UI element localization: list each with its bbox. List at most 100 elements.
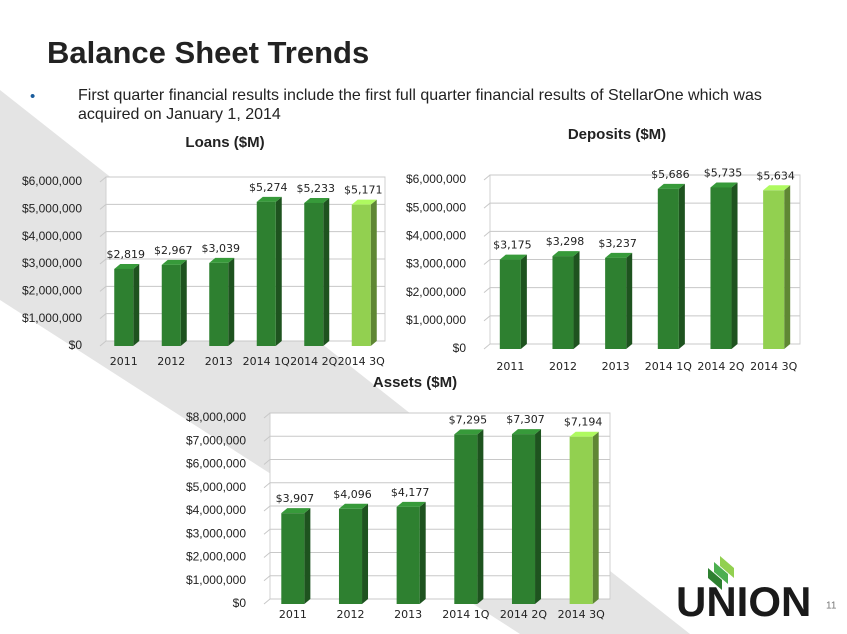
y-tick-label: $4,000,000 bbox=[186, 503, 246, 517]
x-tick-label: 2014 3Q bbox=[558, 608, 605, 621]
bar-top bbox=[161, 259, 187, 265]
y-tick-label: $0 bbox=[69, 338, 83, 352]
grid-line bbox=[263, 459, 610, 465]
y-tick-label: $1,000,000 bbox=[186, 573, 246, 587]
y-tick-label: $5,000,000 bbox=[406, 200, 466, 214]
bar-side bbox=[626, 252, 633, 349]
bar bbox=[351, 204, 371, 346]
bar-top bbox=[657, 183, 685, 189]
bar bbox=[338, 508, 363, 604]
logo-stripe bbox=[708, 568, 722, 590]
bar-top bbox=[511, 429, 542, 435]
bar-side bbox=[592, 431, 599, 604]
y-tick-label: $1,000,000 bbox=[22, 311, 82, 325]
bullet-box: First quarter financial results include … bbox=[78, 87, 762, 123]
grid-line bbox=[483, 230, 800, 237]
bar bbox=[396, 506, 420, 604]
bar-side bbox=[573, 251, 580, 349]
bar bbox=[511, 434, 536, 604]
bar-side bbox=[323, 197, 330, 346]
chart-title: Deposits ($M) bbox=[568, 126, 666, 143]
grid-line bbox=[263, 435, 610, 442]
value-label: $3,237 bbox=[598, 237, 637, 250]
x-tick-label: 2011 bbox=[279, 608, 307, 621]
bar-side bbox=[362, 503, 369, 604]
value-label: $5,735 bbox=[704, 166, 743, 179]
bar bbox=[304, 202, 324, 346]
y-tick-label: $2,000,000 bbox=[406, 285, 466, 299]
bar-top bbox=[454, 429, 484, 435]
bar-top bbox=[396, 501, 426, 507]
grid-line bbox=[263, 505, 610, 512]
chart-title: Assets ($M) bbox=[373, 374, 457, 391]
bar-top bbox=[351, 199, 377, 205]
value-label: $4,177 bbox=[391, 486, 430, 499]
x-tick-label: 2012 bbox=[337, 608, 365, 621]
grid-line bbox=[99, 203, 385, 210]
bar-top bbox=[209, 257, 235, 263]
grid-line bbox=[263, 598, 610, 605]
value-label: $3,039 bbox=[202, 242, 241, 255]
bar bbox=[569, 436, 593, 604]
x-tick-label: 2014 1Q bbox=[243, 355, 290, 368]
y-tick-label: $0 bbox=[233, 596, 247, 610]
bar-top bbox=[114, 263, 140, 269]
y-tick-label: $5,000,000 bbox=[22, 202, 82, 216]
grid-line bbox=[263, 482, 610, 489]
y-tick-label: $3,000,000 bbox=[406, 257, 466, 271]
grid-line bbox=[263, 412, 610, 419]
x-tick-label: 2011 bbox=[110, 355, 138, 368]
logo: UNION bbox=[676, 556, 811, 625]
y-tick-label: $6,000,000 bbox=[186, 457, 246, 471]
bar-side bbox=[535, 429, 542, 604]
bar-top bbox=[605, 252, 633, 258]
x-tick-label: 2012 bbox=[549, 360, 577, 373]
bar-side bbox=[731, 182, 738, 349]
bar bbox=[763, 190, 785, 349]
x-tick-label: 2014 3Q bbox=[750, 360, 797, 373]
bar-top bbox=[763, 185, 791, 191]
x-tick-label: 2012 bbox=[157, 355, 185, 368]
y-tick-label: $6,000,000 bbox=[22, 174, 82, 188]
value-label: $4,096 bbox=[333, 488, 372, 501]
grid-line bbox=[483, 202, 800, 209]
y-tick-label: $4,000,000 bbox=[406, 229, 466, 243]
value-label: $2,819 bbox=[107, 248, 146, 261]
y-tick-label: $6,000,000 bbox=[406, 172, 466, 186]
logo-text: UNION bbox=[676, 578, 811, 625]
value-label: $5,274 bbox=[249, 181, 288, 194]
bar bbox=[657, 188, 679, 349]
bar-top bbox=[256, 196, 282, 202]
bar bbox=[161, 264, 181, 346]
x-tick-label: 2013 bbox=[602, 360, 630, 373]
value-label: $3,298 bbox=[546, 235, 585, 248]
x-tick-label: 2013 bbox=[394, 608, 422, 621]
grid-line bbox=[99, 313, 385, 320]
bar-side bbox=[228, 257, 235, 346]
bar-top bbox=[710, 182, 738, 188]
y-tick-label: $1,000,000 bbox=[406, 313, 466, 327]
value-label: $5,686 bbox=[651, 168, 690, 181]
x-tick-label: 2014 2Q bbox=[697, 360, 744, 373]
bar-side bbox=[304, 508, 311, 604]
y-tick-label: $2,000,000 bbox=[22, 284, 82, 298]
grid-line bbox=[99, 176, 385, 183]
value-label: $7,307 bbox=[506, 413, 545, 426]
grid-line bbox=[99, 285, 385, 292]
x-tick-label: 2014 3Q bbox=[338, 355, 385, 368]
bar bbox=[499, 259, 521, 349]
x-tick-label: 2014 2Q bbox=[500, 608, 547, 621]
bar bbox=[209, 262, 229, 346]
bar-side bbox=[419, 501, 426, 604]
bar bbox=[710, 187, 732, 349]
grid-line bbox=[263, 575, 610, 582]
bar-top bbox=[338, 503, 369, 509]
bar-side bbox=[520, 254, 527, 349]
y-tick-label: $5,000,000 bbox=[186, 480, 246, 494]
y-tick-label: $2,000,000 bbox=[186, 550, 246, 564]
grid-line bbox=[483, 315, 800, 322]
grid-line bbox=[263, 528, 610, 535]
value-label: $5,634 bbox=[756, 169, 795, 182]
chart-title: Loans ($M) bbox=[185, 134, 264, 151]
